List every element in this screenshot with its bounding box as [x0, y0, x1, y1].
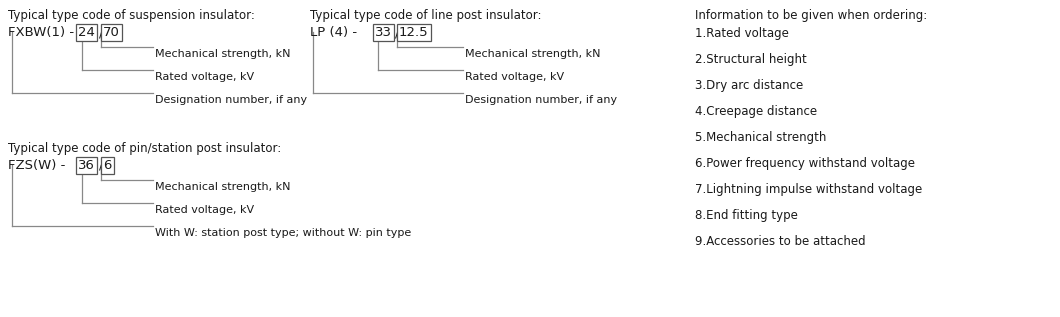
Text: FXBW(1) -: FXBW(1) - [8, 26, 78, 39]
Text: Information to be given when ordering:: Information to be given when ordering: [695, 9, 928, 22]
Text: 9.Accessories to be attached: 9.Accessories to be attached [695, 235, 866, 248]
Text: 6.Power frequency withstand voltage: 6.Power frequency withstand voltage [695, 157, 915, 170]
Text: With W: station post type; without W: pin type: With W: station post type; without W: pi… [155, 228, 411, 238]
Text: 33: 33 [375, 26, 392, 39]
Text: Rated voltage, kV: Rated voltage, kV [465, 72, 564, 82]
Text: Typical type code of line post insulator:: Typical type code of line post insulator… [310, 9, 542, 22]
Text: Typical type code of suspension insulator:: Typical type code of suspension insulato… [8, 9, 254, 22]
Text: Designation number, if any: Designation number, if any [155, 95, 307, 105]
Text: 3.Dry arc distance: 3.Dry arc distance [695, 79, 803, 92]
Text: Rated voltage, kV: Rated voltage, kV [155, 205, 254, 215]
Text: 70: 70 [103, 26, 120, 39]
Text: Rated voltage, kV: Rated voltage, kV [155, 72, 254, 82]
Text: /: / [395, 26, 400, 39]
Text: /: / [99, 159, 104, 172]
Text: 4.Creepage distance: 4.Creepage distance [695, 105, 817, 118]
Text: 2.Structural height: 2.Structural height [695, 53, 807, 66]
Text: 24: 24 [78, 26, 95, 39]
Text: FZS(W) -: FZS(W) - [8, 159, 70, 172]
Text: LP (4) -: LP (4) - [310, 26, 361, 39]
Text: Designation number, if any: Designation number, if any [465, 95, 617, 105]
Text: 12.5: 12.5 [399, 26, 428, 39]
Text: 5.Mechanical strength: 5.Mechanical strength [695, 131, 827, 144]
Text: 8.End fitting type: 8.End fitting type [695, 209, 798, 222]
Text: Typical type code of pin/station post insulator:: Typical type code of pin/station post in… [8, 142, 281, 155]
Text: /: / [99, 26, 104, 39]
Text: 36: 36 [78, 159, 95, 172]
Text: Mechanical strength, kN: Mechanical strength, kN [155, 49, 290, 59]
Text: 7.Lightning impulse withstand voltage: 7.Lightning impulse withstand voltage [695, 183, 922, 196]
Text: 1.Rated voltage: 1.Rated voltage [695, 27, 789, 40]
Text: Mechanical strength, kN: Mechanical strength, kN [155, 182, 290, 192]
Text: 6: 6 [103, 159, 111, 172]
Text: Mechanical strength, kN: Mechanical strength, kN [465, 49, 601, 59]
